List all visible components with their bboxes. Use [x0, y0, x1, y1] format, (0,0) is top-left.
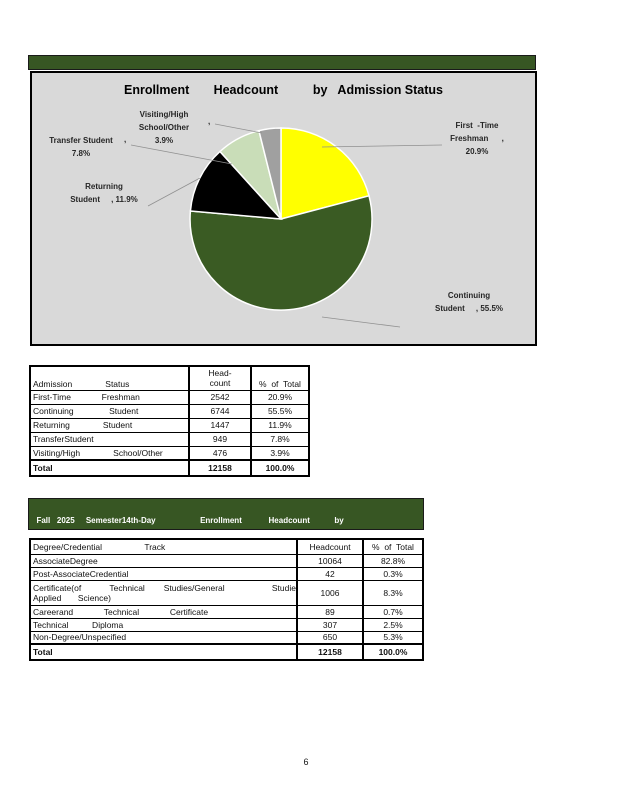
table-row: Technical Diploma 307 2.5% — [29, 617, 424, 632]
row-label: Post-AssociateCredential — [29, 566, 298, 581]
row-percent: 0.7% — [362, 604, 424, 619]
row-headcount: 1447 — [188, 417, 252, 433]
table-row: First-Time Freshman 2542 20.9% — [29, 389, 310, 405]
pie-slice-1 — [189, 194, 373, 311]
row-headcount: 476 — [188, 445, 252, 461]
row-percent: 7.8% — [250, 431, 310, 447]
report-header-admission-status: Fall 2025 Semester14th-Day Enrollment He… — [28, 55, 536, 70]
column-header-pct-of-total: % of Total — [250, 365, 310, 391]
table-row: Careerand Technical Certificate 89 0.7% — [29, 604, 424, 619]
table-row: Certificate(of Technical Studies/General… — [29, 579, 424, 606]
row-label: Technical Diploma — [29, 617, 298, 632]
row-headcount: 1006 — [296, 579, 364, 606]
column-header-pct-of-total: % of Total — [362, 538, 424, 555]
pie-slices — [189, 127, 373, 311]
report-header-line1: Fall 2025 Semester14th-Day Enrollment He… — [36, 516, 344, 525]
total-headcount: 12158 — [296, 643, 364, 661]
table-row: Post-AssociateCredential 42 0.3% — [29, 566, 424, 581]
leader-line-transfer — [130, 144, 233, 165]
pie-label-returning: Returning Student , 11.9% — [70, 182, 138, 204]
column-header-headcount: Head- count — [188, 365, 252, 391]
pie-label-continuing: Continuing Student , 55.5% — [434, 291, 503, 313]
pie-label-visiting-comma: , — [208, 117, 211, 126]
row-label: Certificate(of Technical Studies/General… — [29, 579, 298, 606]
column-header-admission-status: Admission Status — [29, 365, 190, 391]
row-label: Careerand Technical Certificate — [29, 604, 298, 619]
page-number: 6 — [303, 757, 309, 767]
table-header-row: Degree/Credential Track Headcount % of T… — [29, 538, 424, 555]
row-percent: 20.9% — [250, 389, 310, 405]
total-headcount: 12158 — [188, 459, 252, 477]
table-row: AssociateDegree 10064 82.8% — [29, 553, 424, 568]
total-label: Total — [29, 459, 190, 477]
admission-status-table: Admission Status Head- count % of Total … — [29, 365, 310, 477]
row-percent: 0.3% — [362, 566, 424, 581]
table-row: Non-Degree/Unspecified 650 5.3% — [29, 630, 424, 645]
row-headcount: 650 — [296, 630, 364, 645]
column-header-headcount: Headcount — [296, 538, 364, 555]
pie-label-transfer: Transfer Student 7.8% — [49, 136, 113, 158]
row-headcount: 307 — [296, 617, 364, 632]
table-header-row: Admission Status Head- count % of Total — [29, 365, 310, 391]
table-row: Continuing Student 6744 55.5% — [29, 403, 310, 419]
table-row: Visiting/High School/Other 476 3.9% — [29, 445, 310, 461]
total-percent: 100.0% — [362, 643, 424, 661]
row-percent: 8.3% — [362, 579, 424, 606]
row-label: Non-Degree/Unspecified — [29, 630, 298, 645]
row-headcount: 2542 — [188, 389, 252, 405]
total-label: Total — [29, 643, 298, 661]
row-percent: 11.9% — [250, 417, 310, 433]
table-row: Returning Student 1447 11.9% — [29, 417, 310, 433]
row-headcount: 89 — [296, 604, 364, 619]
row-headcount: 6744 — [188, 403, 252, 419]
pie-chart-panel: Enrollment Headcount by Admission Status… — [30, 71, 537, 346]
row-percent: 82.8% — [362, 553, 424, 568]
row-label: Returning Student — [29, 417, 190, 433]
pie-label-first-time: First -Time Freshman , 20.9% — [450, 121, 504, 156]
leader-line-first-time — [321, 144, 443, 148]
column-header-degree-track: Degree/Credential Track — [29, 538, 298, 555]
row-label: AssociateDegree — [29, 553, 298, 568]
total-percent: 100.0% — [250, 459, 310, 477]
pie-chart — [130, 123, 443, 328]
table-row: TransferStudent 949 7.8% — [29, 431, 310, 447]
row-label: Continuing Student — [29, 403, 190, 419]
row-headcount: 42 — [296, 566, 364, 581]
row-headcount: 10064 — [296, 553, 364, 568]
row-percent: 2.5% — [362, 617, 424, 632]
chart-title: Enrollment Headcount by Admission Status — [123, 83, 444, 97]
row-percent: 5.3% — [362, 630, 424, 645]
row-label: TransferStudent — [29, 431, 190, 447]
report-header-degree-credential: Fall 2025 Semester14th-Day Enrollment He… — [28, 498, 424, 530]
leader-line-visiting — [214, 123, 263, 134]
leader-line-continuing — [321, 316, 401, 328]
pie-label-transfer-comma: , — [124, 135, 127, 144]
row-label: First-Time Freshman — [29, 389, 190, 405]
table-total-row: Total 12158 100.0% — [29, 643, 424, 661]
row-label: Visiting/High School/Other — [29, 445, 190, 461]
row-headcount: 949 — [188, 431, 252, 447]
row-percent: 3.9% — [250, 445, 310, 461]
leader-line-returning — [147, 177, 201, 207]
table-total-row: Total 12158 100.0% — [29, 459, 310, 477]
row-percent: 55.5% — [250, 403, 310, 419]
degree-credential-table: Degree/Credential Track Headcount % of T… — [29, 538, 424, 661]
leader-lines — [130, 123, 443, 328]
pie-label-visiting: Visiting/High School/Other 3.9% — [138, 110, 190, 145]
pie-slice-4 — [257, 127, 282, 220]
